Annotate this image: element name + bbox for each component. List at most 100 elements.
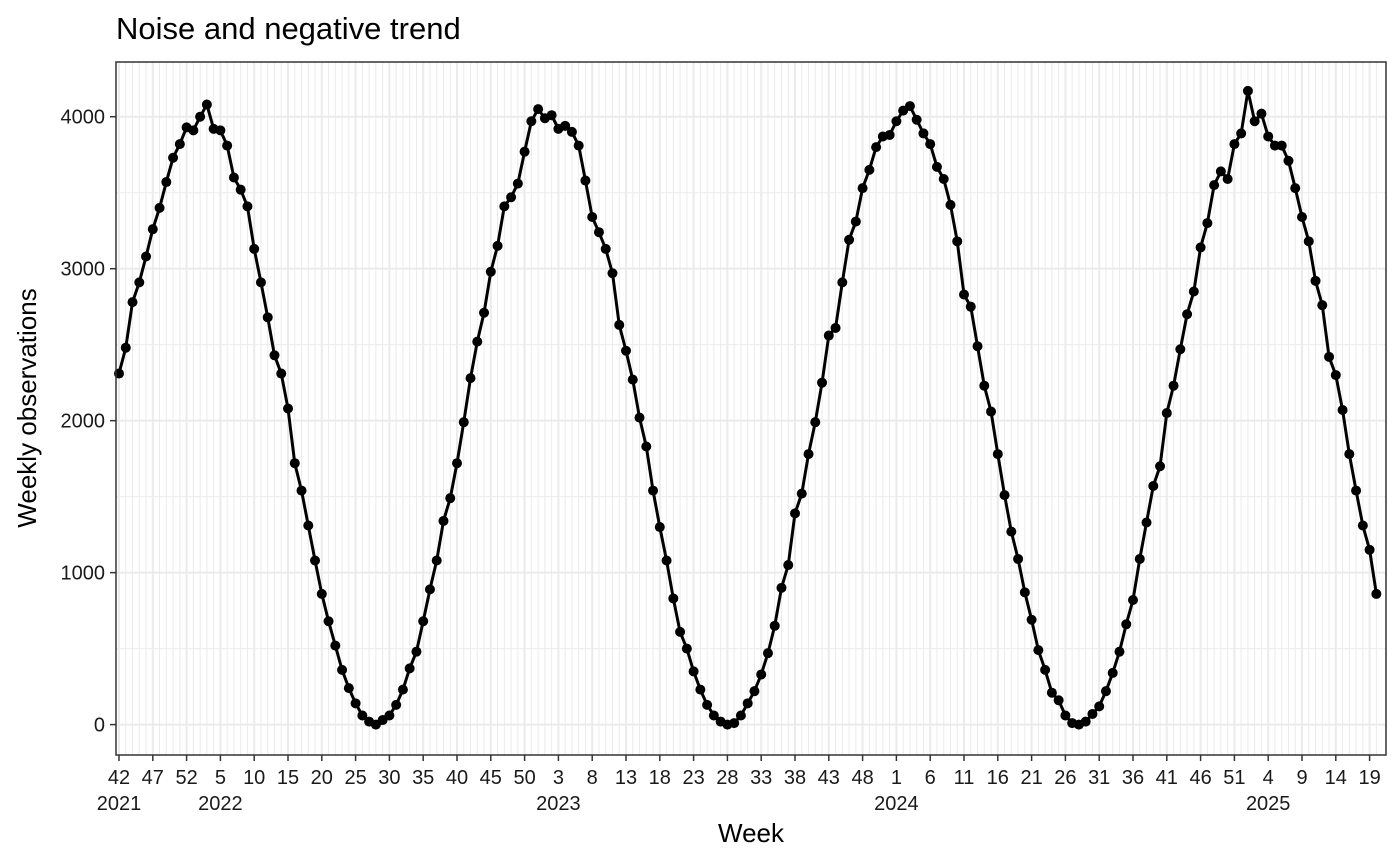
data-point bbox=[587, 212, 598, 223]
y-tick-label: 0 bbox=[94, 715, 105, 737]
x-tick-label: 50 bbox=[513, 767, 535, 789]
data-point bbox=[458, 417, 469, 428]
data-point bbox=[296, 485, 307, 496]
data-point bbox=[1060, 710, 1071, 721]
data-point bbox=[796, 488, 807, 499]
y-axis-title: Weekly observations bbox=[12, 288, 42, 527]
data-point bbox=[965, 301, 976, 312]
data-point bbox=[1155, 461, 1166, 472]
data-point bbox=[235, 184, 246, 195]
data-point bbox=[1242, 85, 1253, 96]
data-point bbox=[1040, 664, 1051, 675]
data-point bbox=[283, 403, 293, 414]
data-point bbox=[141, 251, 152, 262]
y-tick-label: 2000 bbox=[61, 411, 106, 433]
x-tick-label: 21 bbox=[1020, 767, 1042, 789]
data-point bbox=[1330, 370, 1341, 381]
data-point bbox=[431, 555, 442, 566]
x-tick-label: 48 bbox=[851, 767, 873, 789]
data-point bbox=[735, 710, 746, 721]
plot-panel-border bbox=[115, 61, 1387, 756]
data-point bbox=[546, 110, 557, 121]
data-point bbox=[1188, 286, 1199, 297]
x-tick-label: 46 bbox=[1189, 767, 1211, 789]
data-point bbox=[1276, 140, 1287, 151]
data-point bbox=[1013, 553, 1024, 564]
data-point bbox=[844, 234, 855, 245]
x-tick-label: 25 bbox=[344, 767, 366, 789]
data-point bbox=[742, 698, 753, 709]
data-point bbox=[695, 684, 706, 695]
data-point bbox=[1337, 405, 1348, 416]
x-tick-label: 5 bbox=[215, 767, 226, 789]
data-point bbox=[1107, 667, 1118, 678]
x-tick-label: 30 bbox=[378, 767, 400, 789]
data-point bbox=[499, 201, 510, 212]
x-year-label: 2022 bbox=[198, 793, 243, 815]
data-point bbox=[850, 216, 861, 227]
data-point bbox=[830, 322, 841, 333]
x-tick-label: 18 bbox=[649, 767, 671, 789]
data-point bbox=[1121, 619, 1132, 630]
data-point bbox=[1175, 344, 1186, 355]
data-point bbox=[681, 643, 692, 654]
x-tick-label: 9 bbox=[1296, 767, 1307, 789]
data-point bbox=[404, 663, 415, 674]
data-point bbox=[986, 406, 997, 417]
data-point bbox=[911, 114, 922, 125]
data-point bbox=[147, 224, 158, 235]
data-point bbox=[310, 555, 321, 566]
data-point bbox=[1019, 587, 1030, 598]
x-tick-label: 20 bbox=[311, 767, 333, 789]
data-point bbox=[330, 640, 341, 651]
data-point bbox=[675, 626, 686, 637]
data-point bbox=[1256, 108, 1267, 119]
y-axis: 0 1000 2000 3000 4000 bbox=[61, 107, 116, 737]
data-point bbox=[1371, 588, 1382, 599]
data-point bbox=[688, 666, 699, 677]
x-tick-label: 43 bbox=[818, 767, 840, 789]
data-point bbox=[391, 699, 402, 710]
data-point bbox=[316, 588, 327, 599]
data-point bbox=[222, 140, 233, 151]
data-point bbox=[918, 128, 929, 139]
data-point bbox=[228, 172, 239, 183]
data-point bbox=[262, 312, 273, 323]
data-point bbox=[823, 330, 834, 341]
data-point bbox=[1229, 139, 1240, 150]
x-tick-label: 26 bbox=[1054, 767, 1076, 789]
y-tick-label: 3000 bbox=[61, 259, 106, 281]
x-tick-label: 52 bbox=[175, 767, 197, 789]
data-point bbox=[614, 319, 625, 330]
x-tick-label: 35 bbox=[412, 767, 434, 789]
data-point bbox=[1236, 128, 1247, 139]
data-point bbox=[357, 710, 368, 721]
x-year-label: 2023 bbox=[536, 793, 581, 815]
data-point bbox=[1094, 701, 1105, 712]
data-point bbox=[465, 373, 476, 384]
grid-lines bbox=[116, 62, 1386, 755]
data-point bbox=[1344, 449, 1355, 460]
data-point bbox=[607, 268, 618, 279]
data-point bbox=[134, 277, 145, 288]
data-point bbox=[384, 710, 395, 721]
x-tick-label: 41 bbox=[1156, 767, 1178, 789]
data-point bbox=[323, 616, 334, 627]
data-point bbox=[999, 490, 1010, 501]
x-tick-label: 13 bbox=[615, 767, 637, 789]
data-point bbox=[1215, 166, 1226, 177]
x-year-label: 2024 bbox=[874, 793, 919, 815]
data-point bbox=[925, 139, 936, 150]
data-point bbox=[593, 227, 604, 238]
data-point bbox=[884, 129, 895, 140]
x-tick-label: 15 bbox=[277, 767, 299, 789]
x-year-label: 2021 bbox=[97, 793, 142, 815]
data-point bbox=[931, 161, 942, 172]
data-point bbox=[452, 458, 462, 469]
data-point bbox=[864, 164, 875, 175]
data-point bbox=[1249, 116, 1260, 127]
data-point bbox=[1134, 553, 1145, 564]
data-point bbox=[783, 560, 794, 571]
data-point bbox=[512, 178, 523, 189]
data-point bbox=[769, 620, 780, 631]
